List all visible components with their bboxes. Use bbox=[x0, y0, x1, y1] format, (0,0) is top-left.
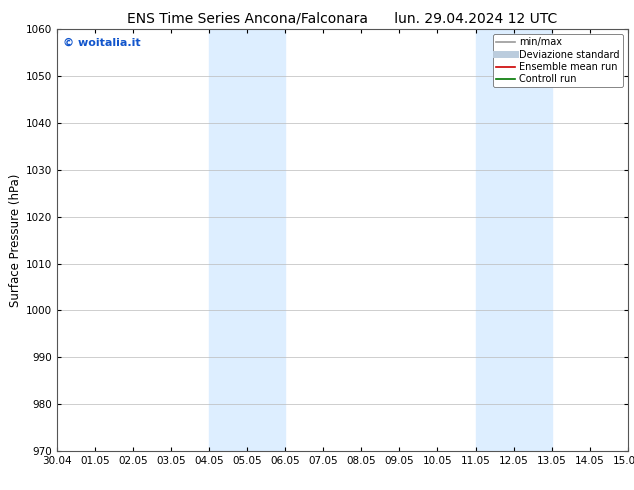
Legend: min/max, Deviazione standard, Ensemble mean run, Controll run: min/max, Deviazione standard, Ensemble m… bbox=[493, 34, 623, 87]
Text: © woitalia.it: © woitalia.it bbox=[63, 38, 140, 48]
Title: ENS Time Series Ancona/Falconara      lun. 29.04.2024 12 UTC: ENS Time Series Ancona/Falconara lun. 29… bbox=[127, 11, 557, 25]
Bar bbox=[476, 29, 552, 451]
Bar bbox=[209, 29, 285, 451]
Y-axis label: Surface Pressure (hPa): Surface Pressure (hPa) bbox=[9, 173, 22, 307]
